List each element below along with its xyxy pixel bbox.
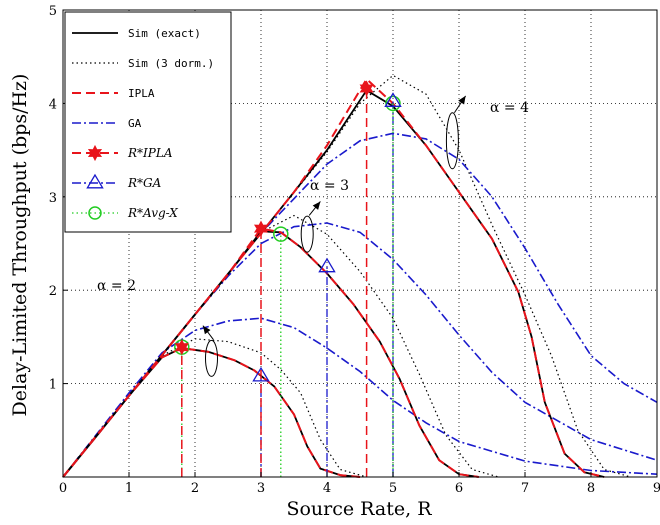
- x-tick-label: 3: [257, 481, 265, 496]
- legend-label-2: IPLA: [128, 87, 155, 100]
- y-axis-label: Delay-Limited Throughput (bps/Hz): [9, 74, 31, 417]
- plot-frame: [62, 9, 658, 478]
- legend-label-6: R*Avg-X: [127, 206, 178, 220]
- legend-label-3: GA: [128, 117, 142, 130]
- alpha-label-4: α = 4: [490, 100, 529, 116]
- alpha-ellipse-3: [300, 215, 314, 253]
- rga-marker-alpha3: [318, 257, 336, 273]
- legend-box: [64, 11, 232, 233]
- x-tick-label: 1: [125, 481, 133, 496]
- series-ipla-alpha4: [62, 77, 605, 478]
- marker-layer: [174, 80, 402, 477]
- legend-marker-rga: [86, 173, 104, 189]
- legend-marker-ripla: [87, 144, 103, 162]
- alpha-arrowhead-3: [312, 201, 321, 210]
- y-tick-label: 2: [49, 284, 57, 299]
- alpha-arrowhead-2: [202, 325, 211, 335]
- x-tick-label: 0: [59, 481, 67, 496]
- series-sim-exact-alpha3: [62, 230, 479, 478]
- y-tick-label: 3: [49, 191, 57, 206]
- x-tick-label: 4: [323, 481, 331, 496]
- y-tick-label: 5: [49, 4, 57, 19]
- ripla-marker-alpha3: [253, 220, 269, 237]
- series-sim-dorm-alpha2: [62, 338, 367, 478]
- legend-label-5: R*GA: [127, 176, 162, 190]
- alpha-arrowhead-4: [458, 95, 466, 105]
- legend-label-1: Sim (3 dorm.): [128, 57, 214, 70]
- series-layer: [62, 74, 658, 478]
- annotation-layer: α = 2 α = 3 α = 4: [97, 95, 529, 377]
- x-tick-label: 5: [389, 481, 397, 496]
- legend-marker-ravg: [88, 206, 102, 220]
- ripla-marker-alpha2: [174, 339, 189, 356]
- rga-marker-alpha4: [384, 92, 402, 107]
- x-tick-label: 7: [521, 481, 529, 496]
- ravg-marker-alpha3: [273, 226, 289, 242]
- alpha-ellipse-2: [205, 339, 218, 377]
- x-tick-label: 6: [455, 481, 463, 496]
- series-ga-alpha2: [62, 317, 658, 478]
- alpha-ellipse-4: [445, 112, 459, 170]
- tick-layer: 0 1 2 3 4 5 6 7 8 9 1 2 3 4 5: [49, 4, 660, 496]
- x-tick-label: 8: [587, 481, 595, 496]
- series-ga-alpha3: [62, 222, 658, 478]
- series-ipla-alpha2: [62, 347, 361, 478]
- series-sim-exact-alpha2: [62, 347, 361, 478]
- x-tick-label: 9: [653, 481, 660, 496]
- series-sim-dorm-alpha3: [62, 214, 499, 478]
- legend-label-4: R*IPLA: [127, 146, 173, 160]
- y-tick-label: 1: [49, 378, 57, 393]
- ravg-marker-alpha4: [385, 95, 401, 112]
- legend: Sim (exact) Sim (3 dorm.) IPLA GA R*IPLA R*GA…: [64, 11, 232, 233]
- ripla-marker-alpha4: [359, 80, 374, 97]
- alpha-label-3: α = 3: [310, 178, 349, 194]
- series-ipla-alpha3: [62, 227, 479, 478]
- rga-marker-alpha2: [252, 366, 270, 382]
- alpha-label-2: α = 2: [97, 278, 136, 294]
- legend-label-0: Sim (exact): [128, 27, 201, 40]
- x-axis-label: Source Rate, R: [286, 498, 432, 520]
- x-tick-label: 2: [191, 481, 199, 496]
- y-tick-label: 4: [49, 97, 57, 112]
